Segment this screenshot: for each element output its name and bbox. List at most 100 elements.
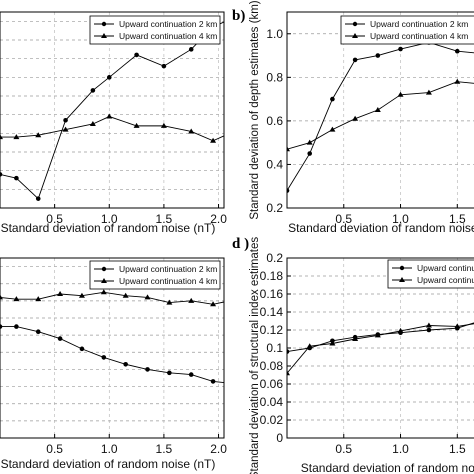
data-point-triangle [210, 301, 217, 307]
data-point-triangle [166, 299, 173, 305]
data-point-triangle [106, 113, 113, 119]
y-tick-label: 0.1 [266, 341, 283, 355]
data-point-circle [57, 336, 63, 341]
legend-box [387, 259, 474, 289]
data-point-circle [134, 52, 139, 58]
plot-area [287, 322, 474, 376]
data-point-triangle [374, 332, 381, 338]
data-point-triangle [160, 122, 167, 128]
x-tick-label: 1.0 [101, 212, 118, 226]
data-point-triangle [425, 89, 432, 95]
x-tick-label: 0.5 [335, 212, 352, 226]
data-point-triangle [0, 134, 3, 140]
data-point-circle [227, 381, 232, 386]
data-point-triangle [226, 130, 232, 135]
data-point-triangle [425, 322, 432, 328]
data-point-triangle [210, 137, 217, 143]
legend-label: Upward continuation 2 km [370, 19, 468, 29]
data-point-circle [101, 355, 107, 360]
data-point-circle [63, 117, 68, 123]
y-tick-label: 0.2 [266, 201, 283, 215]
data-point-triangle [122, 292, 129, 298]
series-line-2km [0, 21, 224, 200]
data-point-triangle [13, 296, 20, 302]
x-tick-label: 1.5 [156, 212, 173, 226]
y-tick-label: 0.2 [266, 251, 283, 265]
legend-marker-circle [399, 265, 405, 271]
x-axis-label: Standard deviation of random noise [301, 461, 474, 474]
y-tick-label: 0.06 [260, 377, 284, 391]
y-tick-label: 0.04 [260, 395, 284, 409]
legend-label: Upward continuation 4 km [119, 276, 217, 286]
x-tick-label: 1.5 [449, 212, 466, 226]
gridlines [287, 258, 474, 438]
data-point-circle [454, 48, 460, 54]
legend-label: Upward continuation 4 km [119, 31, 217, 41]
data-point-circle [307, 151, 313, 156]
data-point-triangle [329, 126, 336, 132]
data-point-circle [145, 367, 150, 372]
plot-area [0, 21, 232, 201]
y-tick-label: 0.12 [260, 323, 284, 337]
plot-frame [286, 11, 474, 209]
x-tick-label: 0.5 [335, 442, 352, 456]
data-point-triangle [89, 121, 96, 126]
series-line-2km [0, 326, 224, 384]
y-tick-label: 0.08 [260, 359, 284, 373]
x-tick-label: 0.5 [46, 442, 63, 456]
y-tick-label: 1.0 [266, 27, 283, 41]
data-point-triangle [188, 128, 195, 134]
data-point-triangle [374, 107, 381, 112]
x-tick-label: 2.0 [210, 442, 227, 456]
x-tick-label: 0.5 [46, 212, 63, 226]
y-tick-label: 0.6 [266, 114, 283, 128]
x-tick-label: 2.0 [210, 212, 227, 226]
plot-frame [0, 11, 225, 209]
y-tick-label: 0.02 [260, 413, 284, 427]
data-point-circle [210, 379, 216, 384]
series-line-4km [0, 291, 224, 305]
y-tick-label: 0.18 [260, 269, 284, 283]
data-point-triangle [62, 126, 69, 132]
legend-marker-circle [101, 266, 107, 272]
data-point-circle [106, 75, 112, 80]
data-point-circle [398, 46, 403, 52]
data-point-triangle [397, 327, 404, 333]
data-point-triangle [133, 122, 140, 128]
x-tick-label: 1.5 [449, 442, 466, 456]
panel-label: d ) [232, 236, 249, 252]
data-point-circle [375, 53, 381, 58]
data-point-triangle [287, 146, 290, 152]
data-point-triangle [454, 78, 461, 84]
y-tick-label: 0.16 [260, 287, 284, 301]
data-point-triangle [352, 115, 359, 121]
data-point-triangle [35, 296, 42, 302]
data-point-circle [35, 196, 41, 201]
x-axis-label: Standard deviation of random noise (nT) [1, 221, 216, 235]
data-point-circle [352, 57, 358, 63]
data-point-circle [167, 370, 172, 376]
data-point-circle [330, 96, 335, 102]
x-axis-label: Standard deviation of random noise (nT) [288, 221, 474, 235]
data-point-circle [14, 175, 19, 181]
legend-box [89, 15, 221, 45]
legend-marker-triangle [101, 278, 107, 283]
data-point-circle [123, 361, 128, 367]
legend-label: Upward continuation 4 km [370, 31, 468, 41]
x-tick-label: 1.5 [156, 442, 173, 456]
data-point-triangle [144, 294, 151, 300]
legend: Upward continuation 2 km Upward continuat… [387, 259, 474, 289]
data-point-circle [79, 346, 85, 352]
data-point-triangle [188, 297, 195, 303]
y-axis-label: Standard deviation of structural index e… [249, 237, 261, 474]
series-line-4km [0, 116, 224, 142]
data-point-triangle [329, 340, 336, 346]
y-tick-label: 0.14 [260, 305, 284, 319]
data-point-triangle [13, 134, 20, 140]
legend-marker-triangle [101, 33, 107, 38]
legend-marker-triangle [352, 33, 358, 38]
series-line-2km [287, 322, 474, 353]
